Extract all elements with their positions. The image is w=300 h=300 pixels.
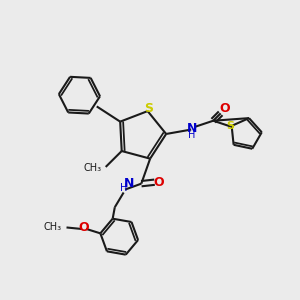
Text: O: O [220,102,230,116]
Text: O: O [79,221,89,234]
Text: S: S [144,102,153,115]
Text: CH₃: CH₃ [44,223,62,232]
Text: CH₃: CH₃ [83,163,101,172]
Text: H: H [188,130,196,140]
Text: N: N [124,177,134,190]
Text: O: O [154,176,164,189]
Text: N: N [187,122,197,135]
Text: H: H [120,183,127,193]
Text: S: S [226,121,234,131]
